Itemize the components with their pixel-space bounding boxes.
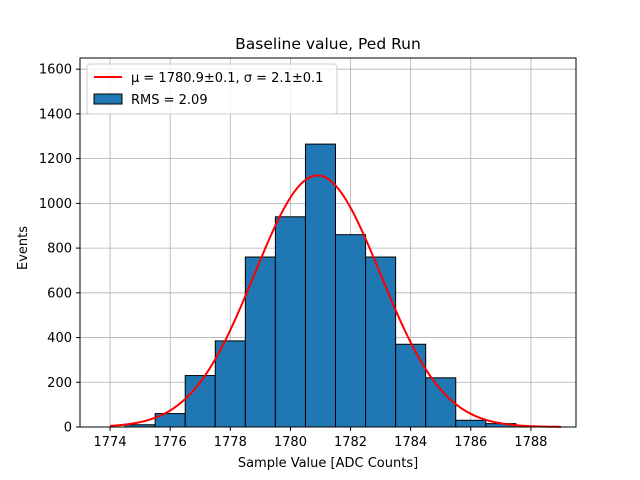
histogram-bar [304, 143, 337, 428]
legend-box [86, 63, 338, 115]
histogram-bar [244, 256, 276, 428]
plot-area-frame [79, 57, 577, 428]
y-tick-label: 1600 [39, 63, 72, 78]
legend: μ = 1780.9±0.1, σ = 2.1±0.1 RMS = 2.09 [86, 63, 338, 115]
x-tick-label: 1788 [514, 435, 547, 450]
y-axis-ticks: 0 200 400 600 800 1000 1200 1400 1600 [39, 63, 80, 436]
histogram-bar [274, 216, 306, 428]
y-tick-label: 800 [47, 242, 72, 257]
fit-curve [109, 174, 561, 428]
y-tick-label: 200 [47, 376, 72, 391]
histogram-bar [214, 340, 246, 428]
y-tick-label: 400 [47, 331, 72, 346]
x-axis-ticks: 1774 1776 1778 1780 1782 1784 1786 1788 [94, 427, 547, 450]
y-tick-label: 1000 [39, 197, 72, 212]
x-axis-label: Sample Value [ADC Counts] [238, 456, 418, 471]
chart-title: Baseline value, Ped Run [235, 35, 421, 53]
x-tick-label: 1784 [394, 435, 427, 450]
legend-hist-swatch [93, 93, 123, 105]
gaussian-fit [109, 174, 561, 428]
histogram-bar [365, 256, 397, 428]
y-axis-label: Events [16, 226, 31, 270]
x-tick-label: 1774 [94, 435, 127, 450]
y-tick-label: 1400 [39, 107, 72, 122]
histogram-bar [395, 343, 427, 428]
x-tick-label: 1776 [154, 435, 187, 450]
y-tick-label: 600 [47, 286, 72, 301]
x-tick-label: 1782 [334, 435, 367, 450]
y-tick-label: 1200 [39, 152, 72, 167]
histogram-bar [425, 377, 457, 428]
histogram-bar [455, 419, 487, 428]
legend-fit-label: μ = 1780.9±0.1, σ = 2.1±0.1 [131, 71, 323, 86]
legend-hist-label: RMS = 2.09 [131, 93, 208, 108]
x-tick-label: 1786 [454, 435, 487, 450]
histogram-bar [335, 234, 367, 428]
x-tick-label: 1778 [214, 435, 247, 450]
x-tick-label: 1780 [274, 435, 307, 450]
y-tick-label: 0 [64, 421, 72, 436]
